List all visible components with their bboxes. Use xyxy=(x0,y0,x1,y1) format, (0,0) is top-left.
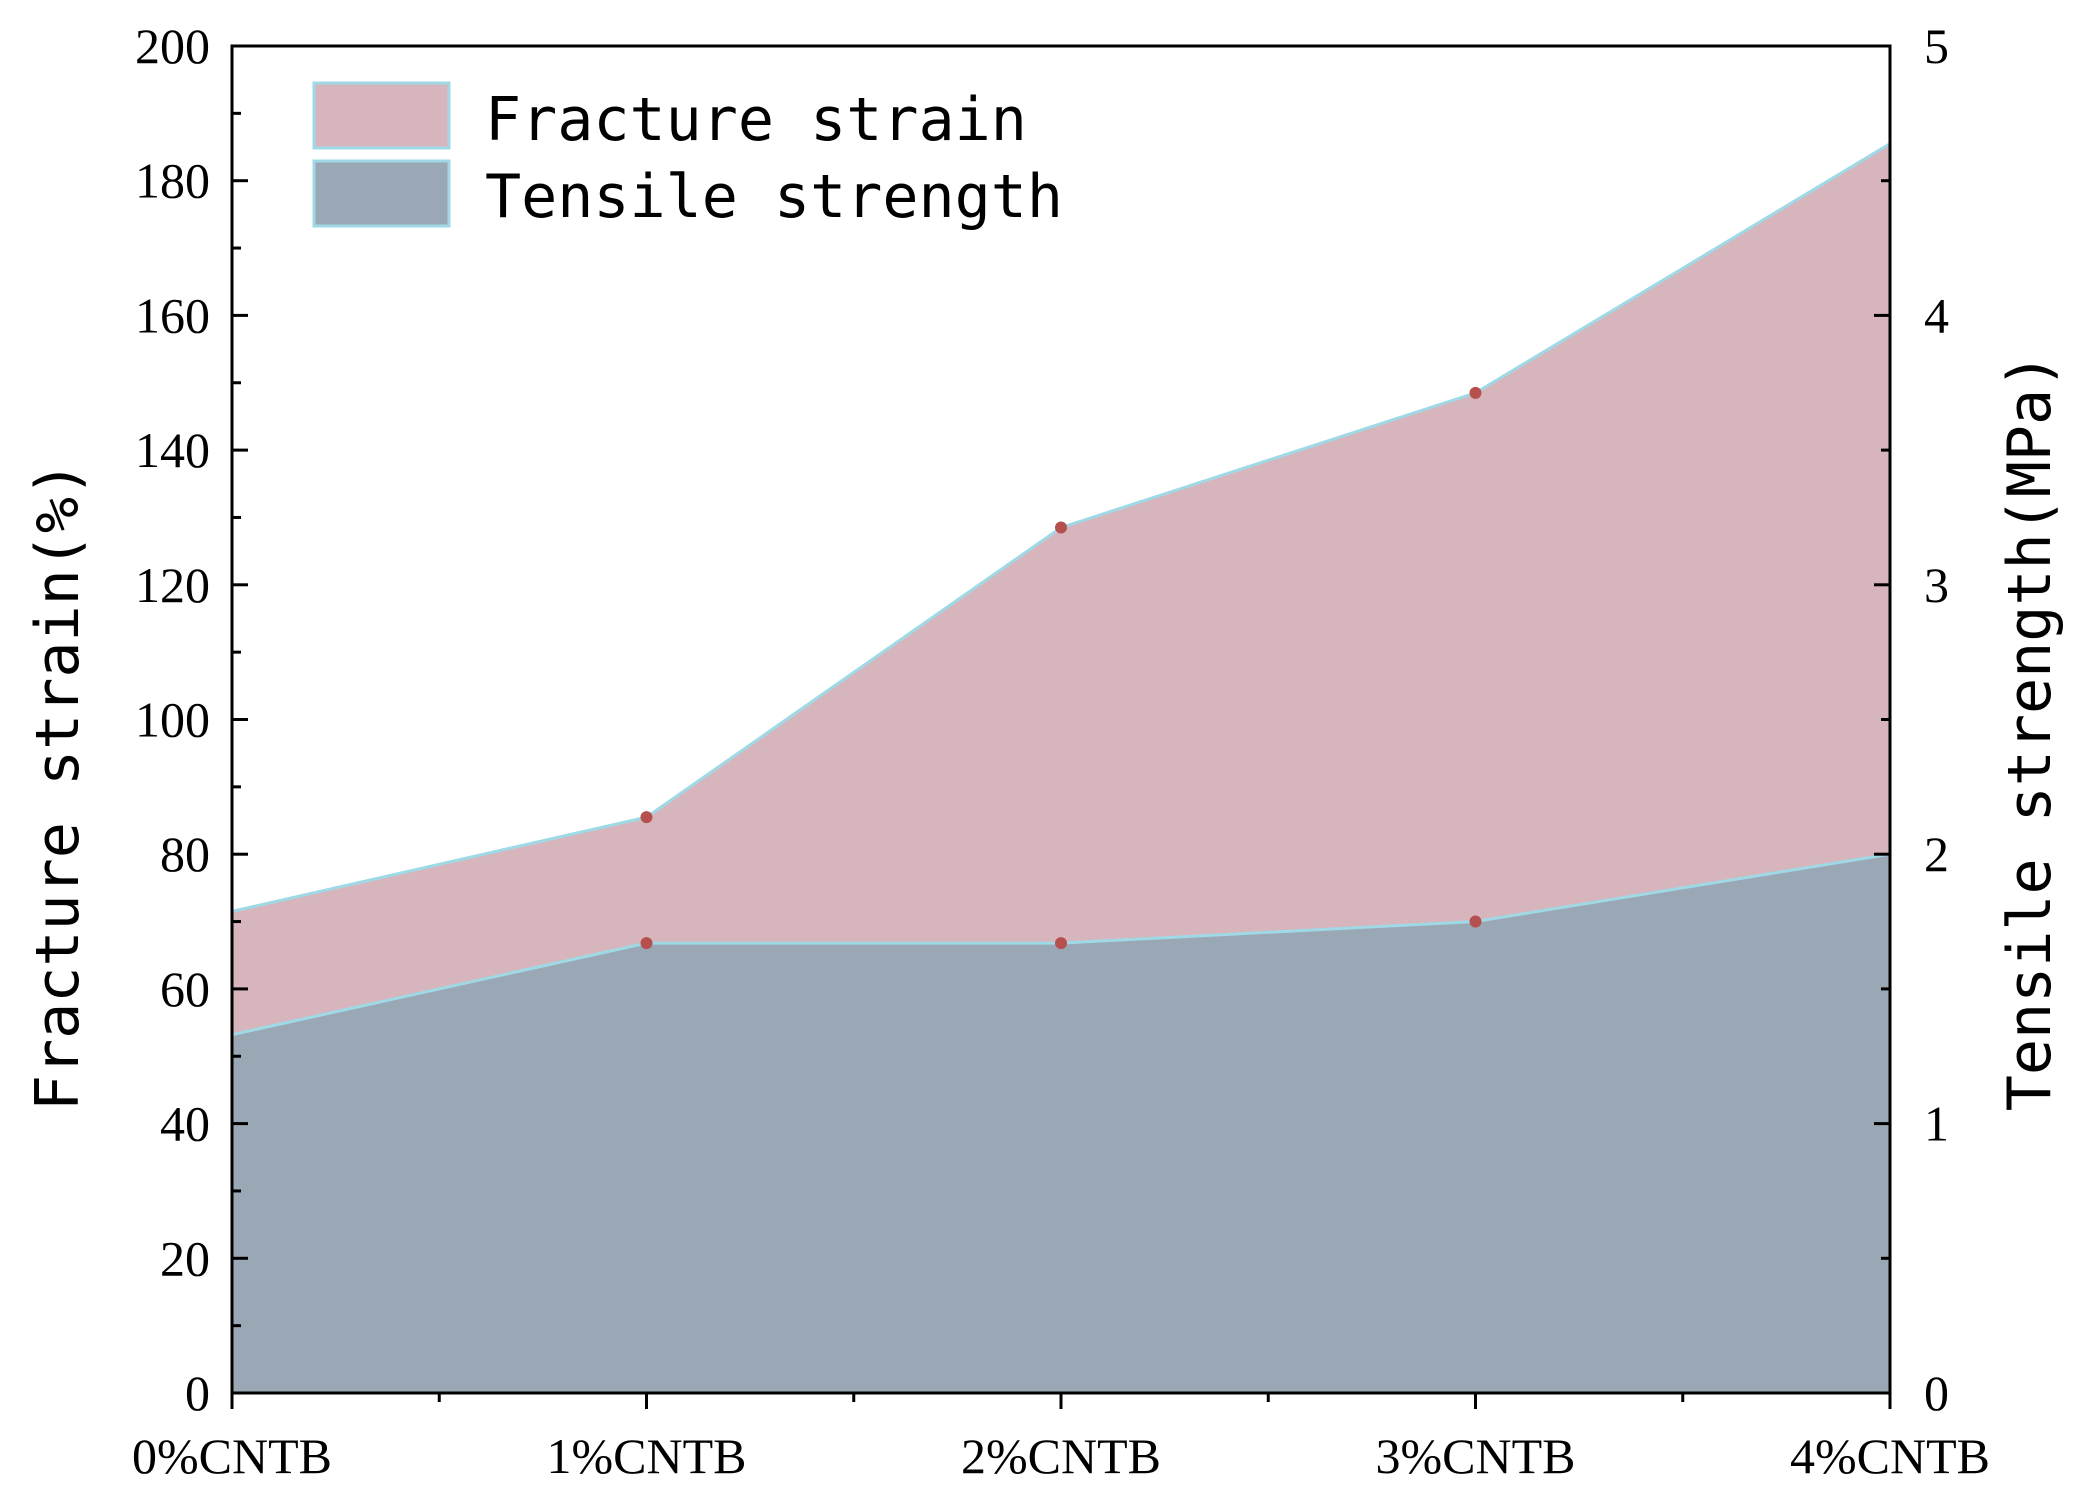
x-tick-labels: 0%CNTB 1%CNTB 2%CNTB 3%CNTB 4%CNTB xyxy=(132,1428,1990,1484)
x-tick-label-0%CNTB: 0%CNTB xyxy=(132,1428,332,1484)
y2-tick-label-1: 1 xyxy=(1924,1096,1949,1152)
y-tick-label-40: 40 xyxy=(160,1096,210,1152)
legend-swatch-fracture-strain xyxy=(312,81,451,150)
y2-axis-title: Tensile strength(MPa) xyxy=(1995,353,2065,1112)
area-tensile-strength xyxy=(232,854,1890,1393)
y2-tick-label-5: 5 xyxy=(1924,18,1949,74)
y-tick-label-100: 100 xyxy=(135,692,210,748)
y-tick-label-200: 200 xyxy=(135,18,210,74)
point-tensile-strength-3%CNTB xyxy=(1469,915,1482,928)
tick-layer xyxy=(230,44,1892,1409)
point-fracture-strain-3%CNTB xyxy=(1469,386,1482,399)
y-tick-label-60: 60 xyxy=(160,961,210,1017)
y2-tick-label-3: 3 xyxy=(1924,557,1949,613)
legend-label-tensile-strength: Tensile strength xyxy=(485,162,1063,232)
point-fracture-strain-2%CNTB xyxy=(1055,521,1067,534)
x-tick-label-2%CNTB: 2%CNTB xyxy=(961,1428,1161,1484)
point-fracture-strain-1%CNTB xyxy=(640,811,653,824)
y2-tick-labels: 0 1 2 3 4 5 xyxy=(1924,18,1949,1421)
y-tick-label-0: 0 xyxy=(185,1365,210,1421)
y-tick-label-180: 180 xyxy=(135,153,210,209)
legend-label-fracture-strain: Fracture strain xyxy=(485,85,1027,155)
point-tensile-strength-1%CNTB xyxy=(640,937,653,950)
y-tick-label-80: 80 xyxy=(160,826,210,882)
legend: Fracture strain Tensile strength xyxy=(312,81,1063,232)
y2-tick-label-0: 0 xyxy=(1924,1365,1949,1421)
y2-tick-label-2: 2 xyxy=(1924,826,1949,882)
x-tick-label-4%CNTB: 4%CNTB xyxy=(1790,1428,1990,1484)
y2-tick-label-4: 4 xyxy=(1924,287,1949,343)
marker-layer xyxy=(640,386,1482,950)
y-tick-label-120: 120 xyxy=(135,557,210,613)
x-tick-label-3%CNTB: 3%CNTB xyxy=(1376,1428,1576,1484)
y-tick-label-140: 140 xyxy=(135,422,210,478)
legend-swatch-tensile-strength xyxy=(312,159,451,228)
y-axis-title: Fracture strain(%) xyxy=(23,461,93,1111)
y-tick-label-20: 20 xyxy=(160,1230,210,1286)
x-tick-label-1%CNTB: 1%CNTB xyxy=(547,1428,747,1484)
y-tick-label-160: 160 xyxy=(135,287,210,343)
y-tick-labels: 0 20 40 60 80 100 120 140 160 180 200 xyxy=(135,18,210,1421)
area-layer xyxy=(231,142,1891,1394)
point-tensile-strength-2%CNTB xyxy=(1055,937,1067,950)
